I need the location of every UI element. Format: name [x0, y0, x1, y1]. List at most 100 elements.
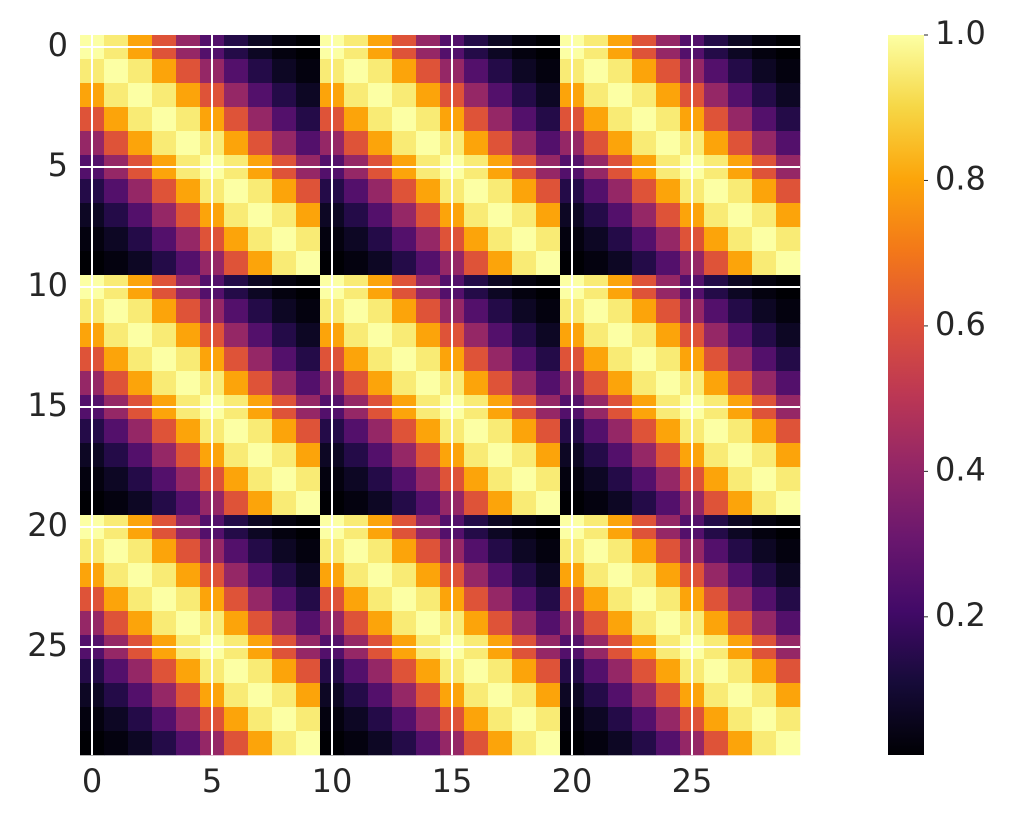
cell [584, 59, 609, 84]
cell [704, 587, 729, 612]
cell [728, 251, 753, 276]
cell [776, 179, 801, 204]
y-tick-label: 25 [27, 626, 68, 664]
cell [608, 59, 633, 84]
cell [416, 419, 441, 444]
cell [128, 731, 153, 756]
cell [728, 179, 753, 204]
cell [296, 467, 321, 492]
cell [248, 443, 273, 468]
cell [536, 443, 561, 468]
cell [272, 347, 297, 372]
cell [128, 707, 153, 732]
cell [272, 683, 297, 708]
cell [608, 299, 633, 324]
cell [536, 587, 561, 612]
cell [152, 371, 177, 396]
cell [224, 347, 249, 372]
cell [248, 707, 273, 732]
cell [176, 563, 201, 588]
cell [272, 59, 297, 84]
cell [224, 563, 249, 588]
cell [128, 467, 153, 492]
cell [584, 731, 609, 756]
cell [608, 83, 633, 108]
cell [728, 539, 753, 564]
cell [656, 347, 681, 372]
cell [368, 323, 393, 348]
cell [392, 347, 417, 372]
cell [368, 731, 393, 756]
cell [224, 251, 249, 276]
cell [656, 59, 681, 84]
cell [416, 659, 441, 684]
cell [704, 419, 729, 444]
cell [752, 107, 777, 132]
cell [752, 299, 777, 324]
cell [536, 419, 561, 444]
cell [272, 491, 297, 516]
cell [128, 227, 153, 252]
cell [704, 491, 729, 516]
cell [656, 83, 681, 108]
cell [464, 371, 489, 396]
cell [656, 611, 681, 636]
cell [728, 683, 753, 708]
cell [752, 59, 777, 84]
cell [704, 539, 729, 564]
cell [752, 227, 777, 252]
cell [392, 83, 417, 108]
cell [416, 131, 441, 156]
cell [368, 347, 393, 372]
cell [704, 59, 729, 84]
cell [512, 59, 537, 84]
cell [752, 611, 777, 636]
cell [464, 59, 489, 84]
cell [152, 731, 177, 756]
cell [392, 203, 417, 228]
cell [392, 371, 417, 396]
cell [464, 131, 489, 156]
cell [176, 299, 201, 324]
cell [248, 251, 273, 276]
cell [224, 131, 249, 156]
cell [392, 179, 417, 204]
cell [152, 83, 177, 108]
cell [536, 131, 561, 156]
cell [272, 467, 297, 492]
cell [104, 467, 129, 492]
cell [536, 707, 561, 732]
cell [248, 203, 273, 228]
cell [728, 443, 753, 468]
cell [608, 491, 633, 516]
cell [344, 563, 369, 588]
cell [104, 611, 129, 636]
cell [776, 659, 801, 684]
cell [368, 179, 393, 204]
cell [776, 227, 801, 252]
cell [512, 587, 537, 612]
cell [296, 83, 321, 108]
cell [128, 251, 153, 276]
colorbar-tick-label: 1.0 [935, 14, 986, 52]
cell [248, 227, 273, 252]
cell [512, 539, 537, 564]
cell [728, 371, 753, 396]
cell [224, 83, 249, 108]
cell [416, 323, 441, 348]
cell [608, 203, 633, 228]
cell [464, 491, 489, 516]
cell [704, 347, 729, 372]
cell [176, 683, 201, 708]
cell [584, 299, 609, 324]
cell [152, 707, 177, 732]
cell [656, 203, 681, 228]
cell [488, 131, 513, 156]
cell [776, 563, 801, 588]
cell [416, 347, 441, 372]
cell [416, 731, 441, 756]
cell [128, 563, 153, 588]
cell [128, 107, 153, 132]
cell [296, 347, 321, 372]
cell [632, 203, 657, 228]
